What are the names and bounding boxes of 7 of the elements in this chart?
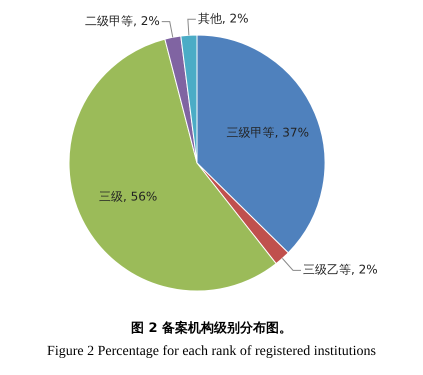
slice-label: 三级甲等, 37% [226, 126, 309, 140]
slice-label: 二级甲等, 2% [85, 14, 160, 28]
text: 图 2 备案机构级别分布图。 [130, 320, 292, 336]
text: Figure 2 Percentage for each rank of registered institutions [47, 344, 376, 359]
slice-label: 三级乙等, 2% [303, 262, 378, 277]
slice-label: 其他, 2% [198, 12, 249, 26]
slice-label: 三级, 56% [99, 189, 158, 204]
